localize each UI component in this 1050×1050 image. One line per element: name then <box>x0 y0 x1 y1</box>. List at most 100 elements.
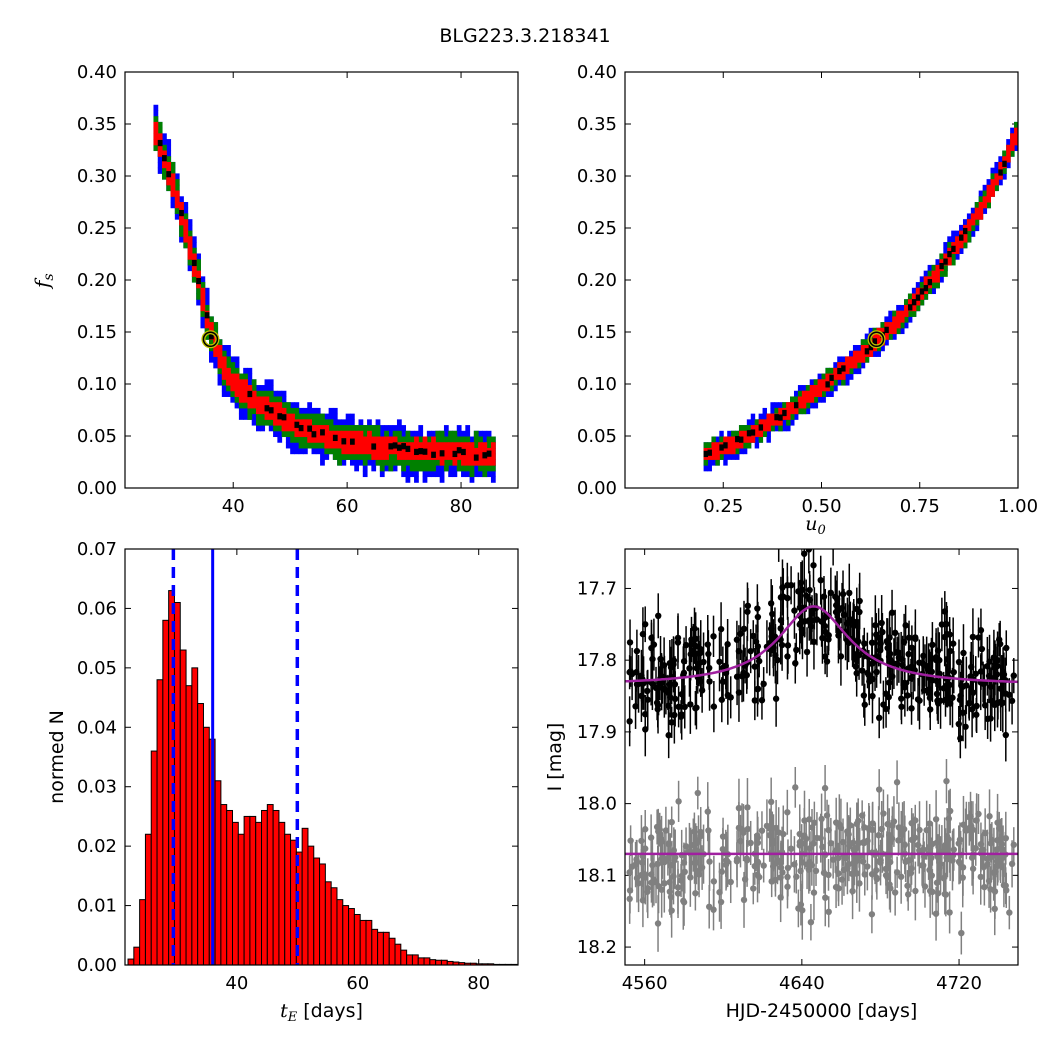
data-point <box>806 586 813 594</box>
density-cell-red <box>209 322 214 329</box>
density-cell-green <box>456 436 462 443</box>
density-cell-green <box>443 459 449 466</box>
density-cell-green <box>183 242 189 249</box>
density-cell-blue <box>174 213 180 220</box>
density-cell-red <box>247 396 253 403</box>
density-cell-red <box>982 202 988 209</box>
y-tick-label: 0.30 <box>77 166 117 187</box>
density-cell-red <box>187 242 193 249</box>
residual-point <box>780 830 787 838</box>
density-cell-blue <box>213 356 219 363</box>
data-point <box>933 690 941 698</box>
data-point <box>1003 644 1010 652</box>
density-cell-green <box>746 442 752 449</box>
density-cell-red <box>162 161 167 169</box>
y-axis-label: normed N <box>46 710 68 804</box>
data-point <box>940 685 947 692</box>
density-cell-green <box>931 282 936 289</box>
residual-point <box>900 825 908 833</box>
residual-point <box>654 920 662 927</box>
density-cell-green <box>490 465 496 472</box>
data-point <box>791 607 798 614</box>
data-point <box>990 654 998 661</box>
density-cell-black <box>825 381 830 388</box>
density-cell-red <box>217 350 223 357</box>
density-cell-red <box>809 390 815 397</box>
density-cell-green <box>900 322 905 329</box>
density-cell-red <box>469 459 475 466</box>
histogram-bar <box>324 881 332 965</box>
density-cell-red <box>367 436 372 443</box>
residual-point <box>741 876 749 883</box>
density-cell-red <box>448 447 453 455</box>
density-cell-green <box>790 396 795 403</box>
density-cell-red <box>461 453 466 460</box>
data-point <box>819 634 826 642</box>
density-cell-red <box>974 207 980 214</box>
density-cell-blue <box>801 385 807 392</box>
density-cell-red <box>191 270 197 277</box>
density-cell-green <box>324 447 330 455</box>
density-cell-black <box>778 414 783 421</box>
density-cell-red <box>888 322 893 329</box>
density-cell-red <box>285 425 291 432</box>
residual-point <box>647 834 655 841</box>
density-cell-green <box>196 287 201 295</box>
density-cell-blue <box>379 470 385 478</box>
density-cell-red <box>260 396 266 403</box>
data-point <box>751 663 758 670</box>
histogram-bar <box>237 833 245 965</box>
density-cell-green <box>805 402 811 409</box>
density-cell-red <box>966 224 972 232</box>
residual-point <box>968 854 976 861</box>
data-point <box>797 579 805 587</box>
x-axis-label-symbol: u <box>805 513 817 535</box>
residual-point <box>845 860 853 868</box>
density-cell-red <box>892 322 897 329</box>
density-cell-red <box>439 453 445 460</box>
residual-point <box>801 817 808 824</box>
density-cell-green <box>213 327 219 335</box>
density-cell-red <box>911 304 917 312</box>
density-cell-green <box>797 407 803 415</box>
density-cell-red <box>998 173 1003 180</box>
density-cell-red <box>876 333 881 340</box>
density-cell-blue <box>414 430 419 438</box>
density-cell-green <box>833 379 838 386</box>
density-cell-blue <box>872 350 878 357</box>
density-cell-red <box>750 436 756 443</box>
data-point <box>686 665 693 672</box>
density-cell-blue <box>911 287 917 295</box>
density-cell-red <box>341 447 347 455</box>
density-cell-red <box>311 436 317 443</box>
density-cell-red <box>478 459 483 466</box>
residual-point <box>655 828 662 835</box>
density-cell-red <box>711 447 716 455</box>
density-cell-green <box>473 442 479 449</box>
density-cell-blue <box>405 470 411 478</box>
density-cell-red <box>187 236 193 243</box>
data-point <box>664 689 672 696</box>
density-cell-red <box>354 430 360 438</box>
data-point <box>772 652 779 659</box>
density-cell-green <box>320 419 325 426</box>
density-cell-blue <box>935 259 940 266</box>
density-cell-blue <box>209 350 214 357</box>
histogram-bar <box>249 815 257 965</box>
density-cell-red <box>731 442 736 449</box>
density-cell-blue <box>234 356 240 363</box>
density-cell-green <box>731 430 736 438</box>
density-cell-red <box>396 447 402 455</box>
density-cell-blue <box>849 373 854 380</box>
residual-point <box>758 827 766 834</box>
density-cell-blue <box>833 385 838 392</box>
density-cell-black <box>486 450 492 457</box>
density-cell-blue <box>183 207 189 214</box>
density-cell-red <box>469 447 475 455</box>
density-cell-red <box>414 442 419 449</box>
density-cell-red <box>367 447 372 455</box>
histogram-bar <box>290 839 297 965</box>
density-cell-red <box>204 316 210 323</box>
density-cell-blue <box>892 333 897 340</box>
density-cell-red <box>277 407 283 415</box>
